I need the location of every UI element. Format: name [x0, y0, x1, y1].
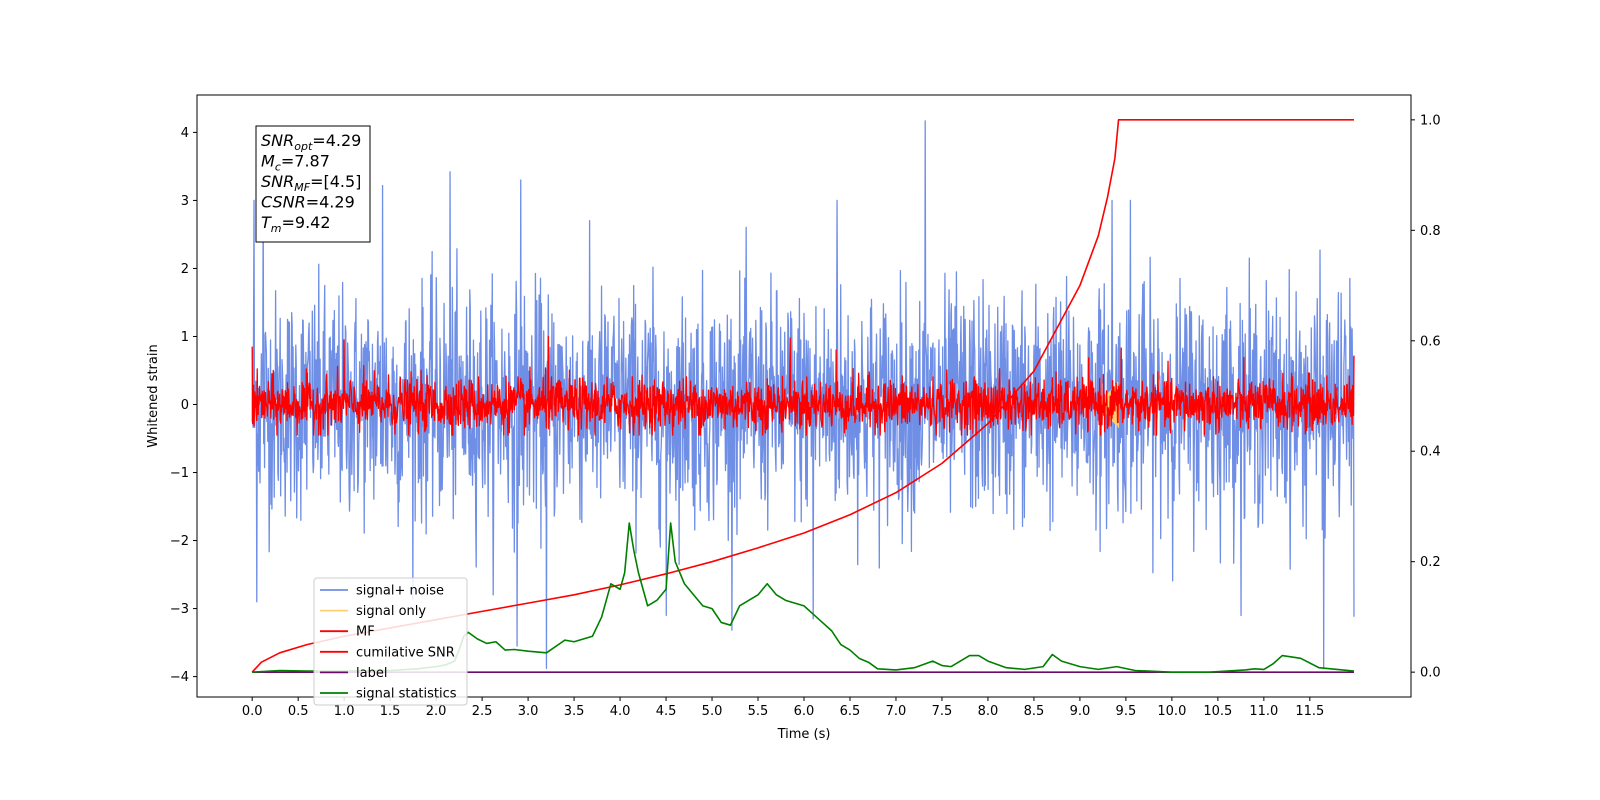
y2-tick-label: 0.4: [1420, 445, 1441, 460]
x-tick-label: 10.5: [1203, 704, 1232, 719]
info-box: SNRopt=4.29Mc=7.87SNRMF=[4.5]CSNR=4.29Tm…: [255, 125, 371, 243]
y2-tick-label: 0.6: [1420, 334, 1441, 349]
x-tick-label: 0.5: [288, 704, 309, 719]
y-tick-label: −4: [170, 670, 189, 685]
x-tick-label: 9.5: [1116, 704, 1137, 719]
legend-entry: signal only: [356, 604, 426, 619]
legend: signal+ noise signal only MF cumilative SNR…: [313, 577, 468, 706]
x-axis: 0.0 0.5 1.0 1.5 2.0 2.5 3.0 3.5 4.0 4.5 5.0 5.5 6.0 6…: [242, 697, 1324, 719]
x-tick-label: 6.0: [794, 704, 815, 719]
y-tick-label: 4: [181, 126, 189, 141]
series-signal-statistics: [252, 522, 1355, 673]
x-tick-label: 3.5: [564, 704, 585, 719]
y2-tick-label: 0.0: [1420, 666, 1441, 681]
x-tick-label: 8.0: [978, 704, 999, 719]
x-tick-label: 5.0: [702, 704, 723, 719]
info-line: SNRopt=4.29: [261, 131, 361, 153]
legend-entry: signal statistics: [356, 687, 457, 702]
x-tick-label: 2.0: [426, 704, 447, 719]
x-tick-label: 5.5: [748, 704, 769, 719]
x-tick-label: 11.0: [1249, 704, 1278, 719]
series-mf: [251, 335, 1355, 436]
x-tick-label: 11.5: [1295, 704, 1324, 719]
info-line: Tm=9.42: [261, 213, 331, 235]
y2-tick-label: 1.0: [1420, 113, 1441, 128]
legend-entry: label: [356, 666, 387, 681]
x-tick-label: 1.0: [334, 704, 355, 719]
x-tick-label: 0.0: [242, 704, 263, 719]
info-box-frame: [255, 125, 371, 243]
y-tick-label: −2: [170, 534, 189, 549]
info-line: SNRMF=[4.5]: [261, 172, 361, 194]
x-tick-label: 6.5: [840, 704, 861, 719]
x-tick-label: 2.5: [472, 704, 493, 719]
x-tick-label: 4.0: [610, 704, 631, 719]
y-axis-label: Whitened strain: [146, 344, 161, 447]
legend-entry: signal+ noise: [356, 584, 444, 599]
y-tick-label: 0: [181, 398, 189, 413]
y-tick-label: −3: [170, 602, 189, 617]
y2-tick-label: 0.2: [1420, 555, 1441, 570]
x-axis-label: Time (s): [777, 727, 831, 742]
legend-entry: MF: [356, 625, 375, 640]
info-line: CSNR=4.29: [261, 193, 355, 212]
x-tick-label: 8.5: [1024, 704, 1045, 719]
x-tick-label: 10.0: [1157, 704, 1186, 719]
info-line: Mc=7.87: [261, 152, 330, 174]
x-tick-label: 9.0: [1070, 704, 1091, 719]
y-axis-left: −4 −3 −2 −1 0 1 2 3 4: [170, 126, 197, 685]
x-tick-label: 3.0: [518, 704, 539, 719]
y-axis-right: 0.0 0.2 0.4 0.6 0.8 1.0: [1411, 113, 1441, 681]
x-tick-label: 1.5: [380, 704, 401, 719]
y-tick-label: 1: [181, 330, 189, 345]
y-tick-label: 2: [181, 262, 189, 277]
y-tick-label: 3: [181, 194, 189, 209]
y2-tick-label: 0.8: [1420, 224, 1441, 239]
x-tick-label: 4.5: [656, 704, 677, 719]
legend-frame: [313, 577, 468, 706]
x-tick-label: 7.5: [932, 704, 953, 719]
x-tick-label: 7.0: [886, 704, 907, 719]
legend-entry: cumilative SNR: [356, 645, 455, 660]
y-tick-label: −1: [170, 466, 189, 481]
